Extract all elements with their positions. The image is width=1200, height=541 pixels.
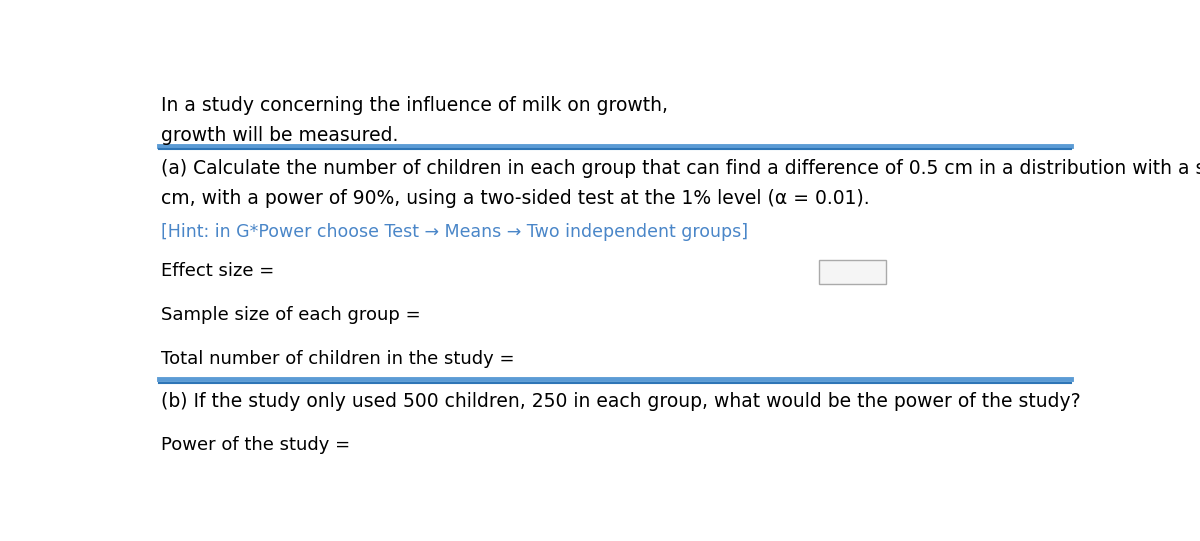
Text: Total number of children in the study =: Total number of children in the study = <box>161 350 521 368</box>
Text: cm, with a power of 90%, using a two-sided test at the 1% level (α = 0.01).: cm, with a power of 90%, using a two-sid… <box>161 189 870 208</box>
Text: (b) If the study only used 500 children, 250 in each group, what would be the po: (b) If the study only used 500 children,… <box>161 392 1081 411</box>
Text: Effect size =: Effect size = <box>161 262 280 280</box>
Text: Sample size of each group =: Sample size of each group = <box>161 306 426 324</box>
Text: Power of the study =: Power of the study = <box>161 436 356 454</box>
Text: In a study concerning the influence of milk on growth,: In a study concerning the influence of m… <box>161 96 674 115</box>
Text: [Hint: in G*Power choose Test → Means → Two independent groups]: [Hint: in G*Power choose Test → Means → … <box>161 223 749 241</box>
Text: growth will be measured.: growth will be measured. <box>161 126 398 145</box>
FancyBboxPatch shape <box>1148 433 1200 457</box>
FancyBboxPatch shape <box>820 260 887 284</box>
Text: (a) Calculate the number of children in each group that can find a difference of: (a) Calculate the number of children in … <box>161 159 1200 177</box>
